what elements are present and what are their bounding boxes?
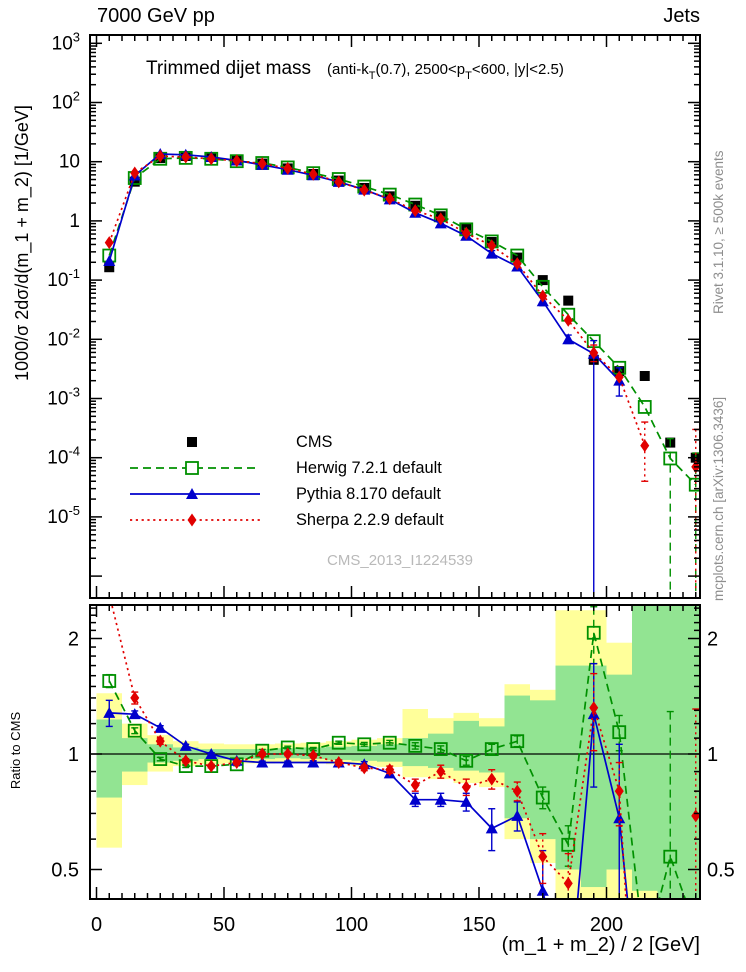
panel-title: Trimmed dijet mass (anti-kT(0.7), 2500<p… [146, 58, 564, 82]
ratio-axis-title: Ratio to CMS [8, 711, 23, 790]
legend-label: Sherpa 2.2.9 default [296, 510, 444, 529]
svg-text:10-2: 10-2 [47, 325, 80, 350]
rivet-version-note: Rivet 3.1.10, ≥ 500k events [711, 150, 726, 314]
x-axis-title: (m_1 + m_2) / 2 [GeV] [501, 934, 700, 956]
main-panel-series [102, 147, 700, 598]
herwig-marker-icon [130, 461, 260, 475]
legend-label: Pythia 8.170 default [296, 484, 441, 503]
pythia-marker-icon [130, 488, 260, 499]
svg-text:1: 1 [68, 744, 79, 766]
svg-text:0.5: 0.5 [51, 860, 79, 882]
series-herwig [102, 150, 700, 598]
legend-label: CMS [296, 432, 333, 451]
cms-marker-icon [187, 437, 197, 447]
svg-text:1: 1 [69, 211, 80, 232]
analysis-id-watermark: CMS_2013_I1224539 [327, 552, 473, 569]
svg-text:2: 2 [707, 629, 718, 651]
svg-text:102: 102 [52, 89, 80, 114]
analysis-group-label: Jets [663, 5, 700, 27]
legend-item-pythia: Pythia 8.170 default [128, 483, 441, 505]
svg-text:150: 150 [462, 914, 495, 936]
mcplots-arxiv-note: mcplots.cern.ch [arXiv:1306.3436] [711, 396, 726, 601]
y-axis-title: 1000/σ 2dσ/d(m_1 + m_2) [1/GeV] [12, 105, 32, 381]
ratio-panel-series [102, 588, 700, 899]
axes-frame: 0 50 100 150 20010310210110-110-210-310-410-… [47, 29, 735, 936]
legend-item-cms: CMS [128, 431, 332, 453]
legend-item-sherpa: Sherpa 2.2.9 default [128, 509, 444, 531]
svg-text:10: 10 [59, 152, 80, 173]
svg-text:50: 50 [213, 914, 235, 936]
svg-text:0: 0 [91, 914, 102, 936]
ratio-uncertainty-bands [96, 605, 700, 899]
plot-subtitle: (anti-kT(0.7), 2500<pT<600, |y|<2.5) [327, 61, 564, 82]
beam-energy-label: 7000 GeV pp [97, 5, 215, 27]
legend-item-herwig: Herwig 7.2.1 default [128, 457, 442, 479]
svg-text:200: 200 [590, 914, 623, 936]
svg-text:103: 103 [52, 29, 80, 54]
svg-text:10-4: 10-4 [47, 444, 80, 469]
series-cms [104, 150, 700, 463]
svg-text:1: 1 [707, 744, 718, 766]
series-sherpa [104, 149, 700, 598]
svg-text:10-3: 10-3 [47, 385, 80, 410]
svg-text:10-1: 10-1 [47, 266, 80, 291]
svg-text:100: 100 [335, 914, 368, 936]
series-pythia [103, 147, 626, 598]
svg-text:2: 2 [68, 629, 79, 651]
legend-label: Herwig 7.2.1 default [296, 458, 442, 477]
sherpa-marker-icon [130, 513, 260, 527]
svg-text:0.5: 0.5 [707, 860, 735, 882]
plot-title: Trimmed dijet mass [146, 58, 312, 79]
svg-text:10-5: 10-5 [47, 503, 80, 528]
ratio-series-sherpa [105, 588, 700, 899]
